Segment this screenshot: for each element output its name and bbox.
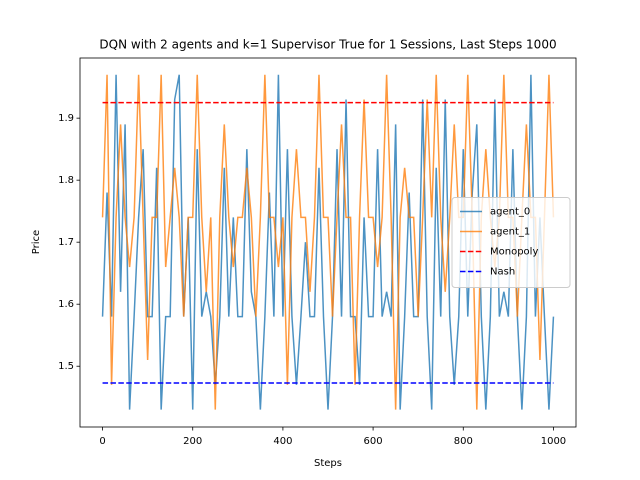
series-line bbox=[101, 74, 555, 410]
legend-label: agent_1 bbox=[490, 227, 530, 238]
x-tick-label: 600 bbox=[364, 436, 383, 447]
x-axis-label: Steps bbox=[314, 458, 342, 469]
series-line bbox=[101, 74, 555, 410]
y-tick-label: 1.6 bbox=[58, 299, 74, 310]
x-tick-label: 1000 bbox=[541, 436, 566, 447]
legend-label: agent_0 bbox=[490, 207, 530, 218]
chart-title: DQN with 2 agents and k=1 Supervisor Tru… bbox=[99, 38, 556, 52]
legend-label: Monopoly bbox=[490, 247, 538, 258]
x-tick-label: 800 bbox=[454, 436, 473, 447]
y-tick-label: 1.9 bbox=[58, 113, 74, 124]
legend-label: Nash bbox=[490, 267, 515, 278]
x-tick-label: 200 bbox=[183, 436, 202, 447]
x-tick-label: 400 bbox=[273, 436, 292, 447]
y-tick-label: 1.8 bbox=[58, 175, 74, 186]
y-tick-label: 1.5 bbox=[58, 361, 74, 372]
legend-box bbox=[451, 197, 571, 288]
y-axis-label: Price bbox=[31, 230, 42, 254]
y-tick-label: 1.7 bbox=[58, 237, 74, 248]
plot-area bbox=[101, 74, 555, 410]
x-tick-label: 0 bbox=[99, 436, 105, 447]
